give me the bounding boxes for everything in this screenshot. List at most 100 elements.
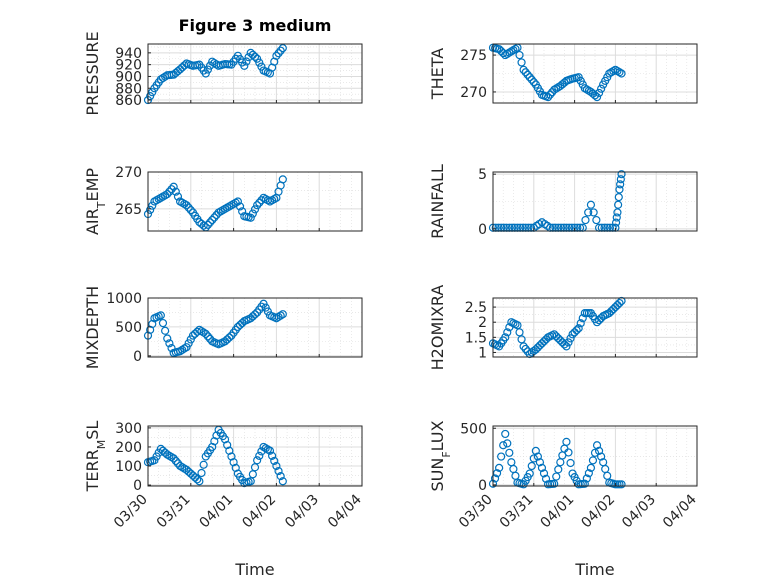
data-point (180, 344, 189, 353)
data-point (148, 201, 157, 210)
x-axis-label: Time (234, 560, 274, 579)
data-point (278, 175, 287, 184)
data-point (253, 456, 262, 465)
data-point (501, 50, 510, 60)
y-tick-label: 900 (115, 69, 142, 85)
data-point (265, 446, 275, 455)
data-point (501, 429, 510, 439)
data-point (205, 218, 215, 227)
x-tick-label: 03/31 (497, 492, 537, 532)
data-point (566, 334, 575, 343)
data-point (272, 314, 281, 323)
data-point (564, 448, 573, 457)
data-point (158, 318, 168, 328)
data-point (184, 203, 193, 212)
data-point (515, 50, 524, 60)
data-point (499, 48, 508, 58)
data-point (146, 205, 155, 214)
data-point (505, 48, 514, 57)
y-tick-label: 300 (115, 421, 142, 437)
data-point (564, 338, 573, 347)
data-point (584, 469, 593, 478)
y-tick-label: 5 (478, 167, 487, 183)
data-point (509, 46, 518, 55)
data-point (503, 439, 512, 448)
data-point (274, 466, 283, 476)
axes-frame (492, 297, 698, 358)
data-point (613, 66, 622, 76)
data-point (541, 474, 551, 483)
data-point (499, 441, 508, 450)
data-point (552, 84, 561, 93)
data-point (210, 213, 219, 222)
data-point (278, 310, 287, 319)
data-point (527, 75, 536, 84)
data-point (163, 190, 172, 199)
data-point (242, 57, 251, 66)
data-point (225, 333, 234, 342)
data-point (586, 200, 596, 209)
y-tick-label: 940 (115, 46, 142, 62)
data-point (616, 175, 625, 184)
data-point (274, 49, 283, 58)
data-point (167, 344, 176, 353)
data-point (495, 463, 504, 472)
data-point (503, 328, 512, 337)
y-tick-label: 920 (115, 58, 142, 74)
data-point (580, 84, 589, 93)
chart-title: Figure 3 medium (179, 16, 332, 35)
data-point (203, 332, 213, 341)
data-point (519, 65, 528, 74)
y-axis-label: THETA (428, 48, 447, 100)
data-point (529, 454, 538, 463)
data-point (270, 456, 279, 466)
x-tick-label: 04/02 (239, 492, 279, 532)
x-tick-label: 04/01 (197, 492, 237, 532)
y-axis-label: MIXDEPTH (83, 286, 102, 369)
data-point (156, 311, 165, 320)
data-point (517, 58, 526, 67)
y-tick-label: 0 (478, 222, 487, 238)
data-point (169, 182, 178, 191)
y-axis-label: H2OMIXRA (428, 285, 447, 371)
data-point (539, 469, 549, 478)
data-point (525, 73, 534, 82)
data-point (597, 452, 606, 461)
data-point (255, 198, 264, 207)
data-point (178, 345, 187, 354)
data-point (584, 208, 593, 217)
data-point (537, 463, 547, 472)
x-tick-label: 04/03 (282, 492, 322, 532)
data-point (268, 451, 277, 460)
y-tick-label: 2.5 (465, 300, 487, 316)
data-point (167, 185, 176, 194)
axes-frame (492, 43, 698, 104)
data-point (560, 340, 569, 349)
data-point (611, 65, 620, 74)
data-point (611, 218, 621, 227)
axes-frame (147, 297, 363, 358)
data-point (590, 448, 600, 457)
data-point (560, 78, 569, 87)
y-tick-label: 1000 (106, 291, 142, 307)
data-point (592, 441, 602, 450)
data-point (276, 311, 285, 320)
y-tick-label: 2 (478, 315, 487, 331)
data-point (148, 88, 157, 97)
y-tick-label: 270 (460, 85, 487, 101)
y-tick-label: 270 (115, 165, 142, 181)
data-point (550, 479, 559, 488)
axes-background (148, 172, 362, 231)
y-tick-label: 1 (478, 345, 487, 361)
data-point (586, 463, 596, 472)
data-point (278, 477, 287, 486)
data-point (186, 206, 195, 215)
x-tick-label: 04/04 (660, 491, 700, 531)
data-point (597, 84, 606, 93)
data-point (278, 44, 287, 53)
axes-frame (492, 171, 698, 232)
x-tick-label: 04/03 (619, 492, 659, 532)
data-point (617, 480, 626, 489)
data-point (257, 62, 266, 71)
data-point (589, 208, 598, 217)
